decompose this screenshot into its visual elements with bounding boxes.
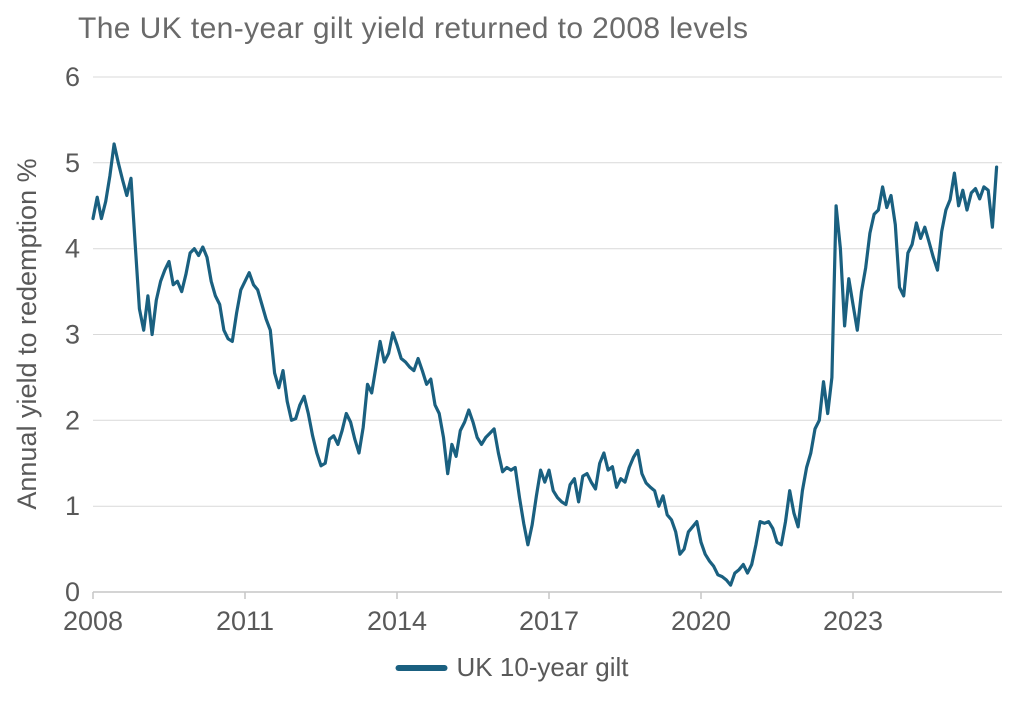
x-tick-label: 2014	[367, 606, 427, 636]
y-tick-label: 2	[65, 405, 80, 435]
y-tick-label: 4	[65, 234, 80, 264]
y-tick-label: 3	[65, 320, 80, 350]
tick-labels-group: 0 1 2 3 4 5 6 2008 2011 2014 2017 2020 2023	[63, 62, 883, 636]
x-tick-label: 2017	[519, 606, 579, 636]
x-tick-label: 2023	[823, 606, 883, 636]
axes-group	[92, 591, 1002, 599]
y-tick-label: 1	[65, 491, 80, 521]
series-line-uk-10-year-gilt	[91, 142, 999, 587]
gridlines-group	[93, 76, 1002, 507]
y-tick-label: 0	[65, 577, 80, 607]
x-tick-label: 2008	[63, 606, 123, 636]
legend-line-swatch	[395, 664, 448, 671]
y-tick-label: 5	[65, 148, 80, 178]
x-tick-label: 2011	[216, 606, 274, 636]
x-tick-label: 2020	[671, 606, 731, 636]
legend-series-label: UK 10-year gilt	[456, 652, 629, 682]
chart-title: The UK ten-year gilt yield returned to 2…	[78, 12, 749, 45]
y-tick-label: 6	[65, 62, 80, 92]
y-axis-title: Annual yield to redemption %	[12, 158, 42, 509]
legend: UK 10-year gilt	[395, 652, 629, 683]
series-group	[91, 142, 999, 587]
